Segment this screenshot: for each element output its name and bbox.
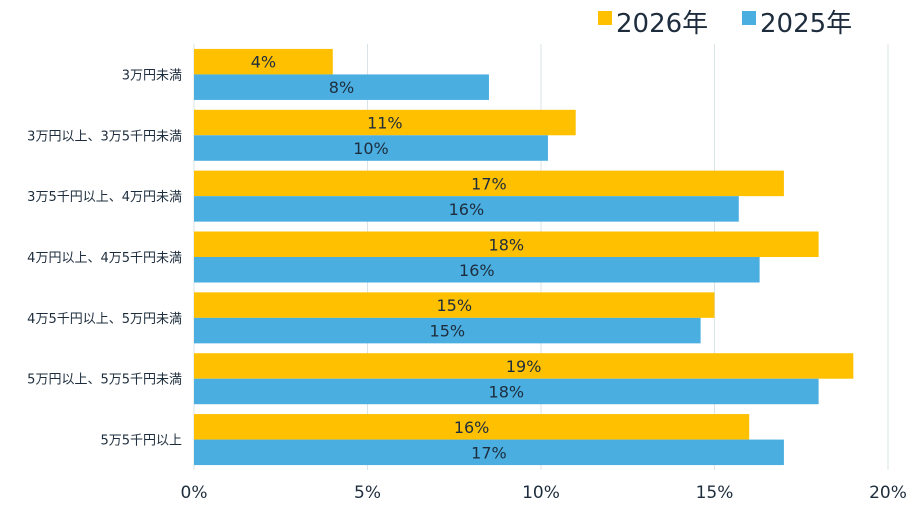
data-label: 11% bbox=[367, 114, 403, 133]
bar bbox=[194, 317, 701, 344]
bar bbox=[194, 48, 333, 75]
bar bbox=[194, 231, 819, 257]
data-label: 18% bbox=[489, 382, 525, 401]
legend-swatch bbox=[742, 11, 756, 25]
legend-label: 2025年 bbox=[760, 9, 852, 39]
data-label: 17% bbox=[471, 443, 507, 462]
category-label: 5万円以上、5万5千円未満 bbox=[27, 373, 182, 388]
category-label: 5万5千円以上 bbox=[100, 434, 182, 449]
data-label: 17% bbox=[471, 174, 507, 193]
bar bbox=[194, 292, 715, 318]
bar bbox=[194, 109, 576, 136]
bar bbox=[194, 414, 750, 440]
data-label: 16% bbox=[449, 200, 485, 219]
x-tick-label: 15% bbox=[696, 483, 734, 503]
category-axis-labels: 3万円未満 3万円以上、3万5千円未満 3万5千円以上、4万円未満 4万円以上、4万5… bbox=[27, 68, 182, 448]
x-tick-label: 10% bbox=[522, 483, 560, 503]
bars bbox=[194, 48, 854, 466]
data-label: 15% bbox=[436, 296, 472, 315]
data-label: 16% bbox=[454, 418, 490, 437]
category-label: 4万5千円以上、5万円未満 bbox=[27, 312, 182, 327]
data-label: 8% bbox=[329, 78, 354, 97]
data-label: 4% bbox=[251, 53, 276, 72]
x-tick-label: 5% bbox=[354, 483, 381, 503]
data-labels: 4%8%11%10%17%16%18%16%15%15%19%18%16%17% bbox=[251, 53, 542, 463]
data-label: 10% bbox=[353, 139, 389, 158]
bar bbox=[194, 135, 548, 161]
category-label: 4万円以上、4万5千円未満 bbox=[27, 251, 182, 266]
bar bbox=[194, 74, 489, 100]
data-label: 19% bbox=[506, 357, 542, 376]
bar bbox=[194, 170, 784, 197]
legend-swatch bbox=[598, 11, 612, 25]
x-tick-label: 0% bbox=[181, 483, 208, 503]
legend: 2026年 2025年 bbox=[598, 9, 852, 39]
category-label: 3万円未満 bbox=[122, 68, 182, 83]
legend-label: 2026年 bbox=[616, 9, 708, 39]
value-axis-ticks: 0% 5% 10% 15% 20% bbox=[181, 483, 907, 503]
bar bbox=[194, 439, 784, 466]
category-label: 3万5千円以上、4万円未満 bbox=[27, 190, 182, 205]
x-tick-label: 20% bbox=[869, 483, 907, 503]
bar bbox=[194, 257, 760, 283]
bar bbox=[194, 196, 739, 222]
data-label: 16% bbox=[459, 261, 495, 280]
category-label: 3万円以上、3万5千円未満 bbox=[27, 129, 182, 144]
bar bbox=[194, 353, 854, 379]
bar bbox=[194, 378, 819, 405]
data-label: 18% bbox=[489, 235, 525, 254]
data-label: 15% bbox=[430, 322, 466, 341]
